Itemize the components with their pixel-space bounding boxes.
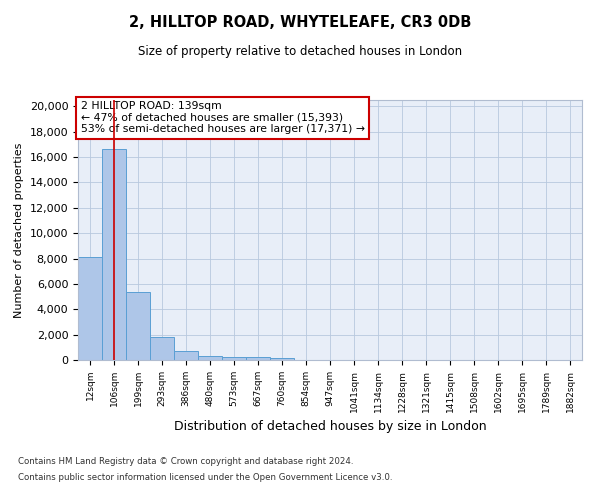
Bar	[102, 150, 126, 360]
Bar	[126, 292, 150, 360]
Bar	[198, 356, 222, 360]
Bar	[150, 336, 174, 360]
Bar	[270, 358, 294, 360]
Bar	[78, 258, 102, 360]
Y-axis label: Number of detached properties: Number of detached properties	[14, 142, 24, 318]
Bar	[174, 351, 198, 360]
Text: Contains public sector information licensed under the Open Government Licence v3: Contains public sector information licen…	[18, 472, 392, 482]
Bar	[222, 358, 246, 360]
Text: Contains HM Land Registry data © Crown copyright and database right 2024.: Contains HM Land Registry data © Crown c…	[18, 458, 353, 466]
Text: 2 HILLTOP ROAD: 139sqm
← 47% of detached houses are smaller (15,393)
53% of semi: 2 HILLTOP ROAD: 139sqm ← 47% of detached…	[80, 102, 365, 134]
Bar	[246, 358, 270, 360]
Text: Size of property relative to detached houses in London: Size of property relative to detached ho…	[138, 45, 462, 58]
Text: 2, HILLTOP ROAD, WHYTELEAFE, CR3 0DB: 2, HILLTOP ROAD, WHYTELEAFE, CR3 0DB	[129, 15, 471, 30]
X-axis label: Distribution of detached houses by size in London: Distribution of detached houses by size …	[173, 420, 487, 433]
